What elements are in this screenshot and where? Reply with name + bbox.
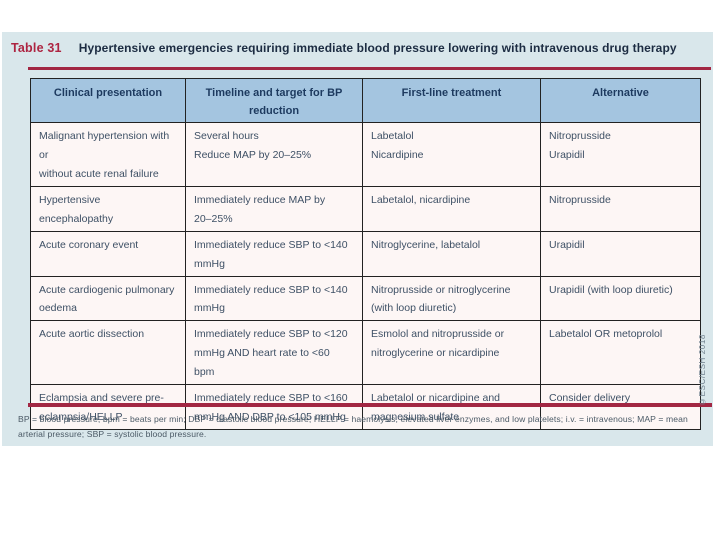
header-cell: Clinical presentation	[30, 77, 186, 124]
table-cell: Immediately reduce MAP by 20–25%	[185, 185, 363, 232]
table-cell: Acute cardiogenic pulmonary oedema	[30, 275, 186, 322]
header-row: Clinical presentation Timeline and target…	[30, 77, 701, 124]
table-row: Acute aortic dissection Immediately reduc…	[30, 320, 701, 385]
bottom-rule	[28, 403, 712, 407]
table-cell: Nitroglycerine, labetalol	[362, 230, 541, 277]
table-cell: Immediately reduce SBP to <140 mmHg	[185, 230, 363, 277]
header-cell: First-line treatment	[362, 77, 541, 124]
table-cell: Esmolol and nitroprusside or nitroglycer…	[362, 320, 541, 385]
table-cell: Urapidil (with loop diuretic)	[540, 275, 701, 322]
header-cell: Alternative	[540, 77, 701, 124]
table-cell: Immediately reduce SBP to <120 mmHg AND …	[185, 320, 363, 385]
table-head: Clinical presentation Timeline and target…	[30, 77, 701, 124]
table-cell: Eclampsia and severe pre- eclampsia/HELL…	[30, 383, 186, 430]
table-cell: Acute coronary event	[30, 230, 186, 277]
table-cell: Labetalol Nicardipine	[362, 122, 541, 187]
top-rule	[28, 67, 711, 70]
table-cell: Nitroprusside Urapidil	[540, 122, 701, 187]
table-caption: Hypertensive emergencies requiring immed…	[78, 41, 677, 55]
table-cell: Nitroprusside or nitroglycerine (with lo…	[362, 275, 541, 322]
table-cell: Labetalol OR metoprolol	[540, 320, 701, 385]
table-cell: Hypertensive encephalopathy	[30, 185, 186, 232]
table-title: Table 31 Hypertensive emergencies requir…	[11, 41, 703, 55]
table-row: Malignant hypertension with or without a…	[30, 122, 701, 187]
table-card: Table 31 Hypertensive emergencies requir…	[2, 32, 713, 446]
table-row: Acute cardiogenic pulmonary oedema Immedi…	[30, 275, 701, 322]
table-cell: Several hours Reduce MAP by 20–25%	[185, 122, 363, 187]
table-row: Acute coronary event Immediately reduce S…	[30, 230, 701, 277]
table-cell: Immediately reduce SBP to <160 mmHg AND …	[185, 383, 363, 430]
table-cell: Consider delivery	[540, 383, 701, 430]
footnote-abbreviations: BP = blood pressure; bpm = beats per min…	[18, 414, 688, 439]
table-cell: Malignant hypertension with or without a…	[30, 122, 186, 187]
table-cell: Immediately reduce SBP to <140 mmHg	[185, 275, 363, 322]
table-body: Malignant hypertension with or without a…	[30, 122, 701, 430]
table-cell: Urapidil	[540, 230, 701, 277]
table-cell: Acute aortic dissection	[30, 320, 186, 385]
copyright-watermark: ©ESC/ESH 2018	[698, 334, 707, 406]
table-row: Hypertensive encephalopathy Immediately r…	[30, 185, 701, 232]
table-cell: Nitroprusside	[540, 185, 701, 232]
emergencies-table: Clinical presentation Timeline and target…	[30, 77, 701, 430]
header-cell: Timeline and target for BP reduction	[185, 77, 363, 124]
table-cell: Labetalol or nicardipine and magnesium s…	[362, 383, 541, 430]
table-number: Table 31	[11, 41, 62, 55]
table-row: Eclampsia and severe pre- eclampsia/HELL…	[30, 383, 701, 430]
table-cell: Labetalol, nicardipine	[362, 185, 541, 232]
